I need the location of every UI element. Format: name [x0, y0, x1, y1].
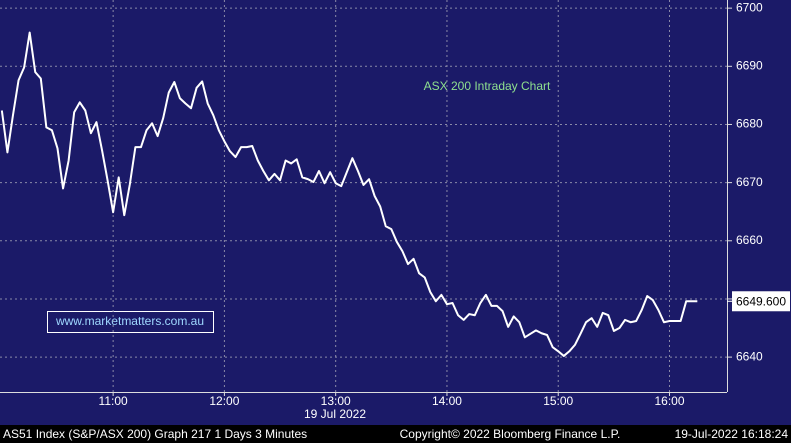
x-tick-label: 13:00 — [321, 394, 351, 408]
watermark: www.marketmatters.com.au — [55, 314, 204, 328]
date-label: 19 Jul 2022 — [304, 407, 366, 421]
x-tick-label: 14:00 — [432, 394, 462, 408]
y-tick-label: 6680 — [736, 117, 763, 131]
watermark-box — [47, 311, 214, 333]
y-tick-label: 6700 — [736, 0, 763, 14]
footer-bar — [0, 425, 791, 443]
y-tick-label: 6670 — [736, 175, 763, 189]
footer-left: AS51 Index (S&P/ASX 200) Graph 217 1 Day… — [3, 427, 307, 441]
x-tick-label: 12:00 — [209, 394, 239, 408]
y-tick-label: 6690 — [736, 58, 763, 72]
y-tick-label: 6660 — [736, 233, 763, 247]
x-tick-label: 11:00 — [99, 394, 128, 408]
background — [0, 0, 791, 425]
footer-right: 19-Jul-2022 16:18:24 — [675, 427, 789, 441]
last-value-box — [732, 291, 790, 312]
footer-center: Copyright© 2022 Bloomberg Finance L.P. — [400, 427, 621, 441]
price-line — [0, 31, 698, 357]
x-tick-label: 16:00 — [654, 394, 684, 408]
x-tick-label: 15:00 — [543, 394, 573, 408]
y-tick-label: 6640 — [736, 349, 763, 363]
last-value-label: 6649.600 — [736, 294, 786, 308]
annotation: ASX 200 Intraday Chart — [424, 79, 551, 93]
